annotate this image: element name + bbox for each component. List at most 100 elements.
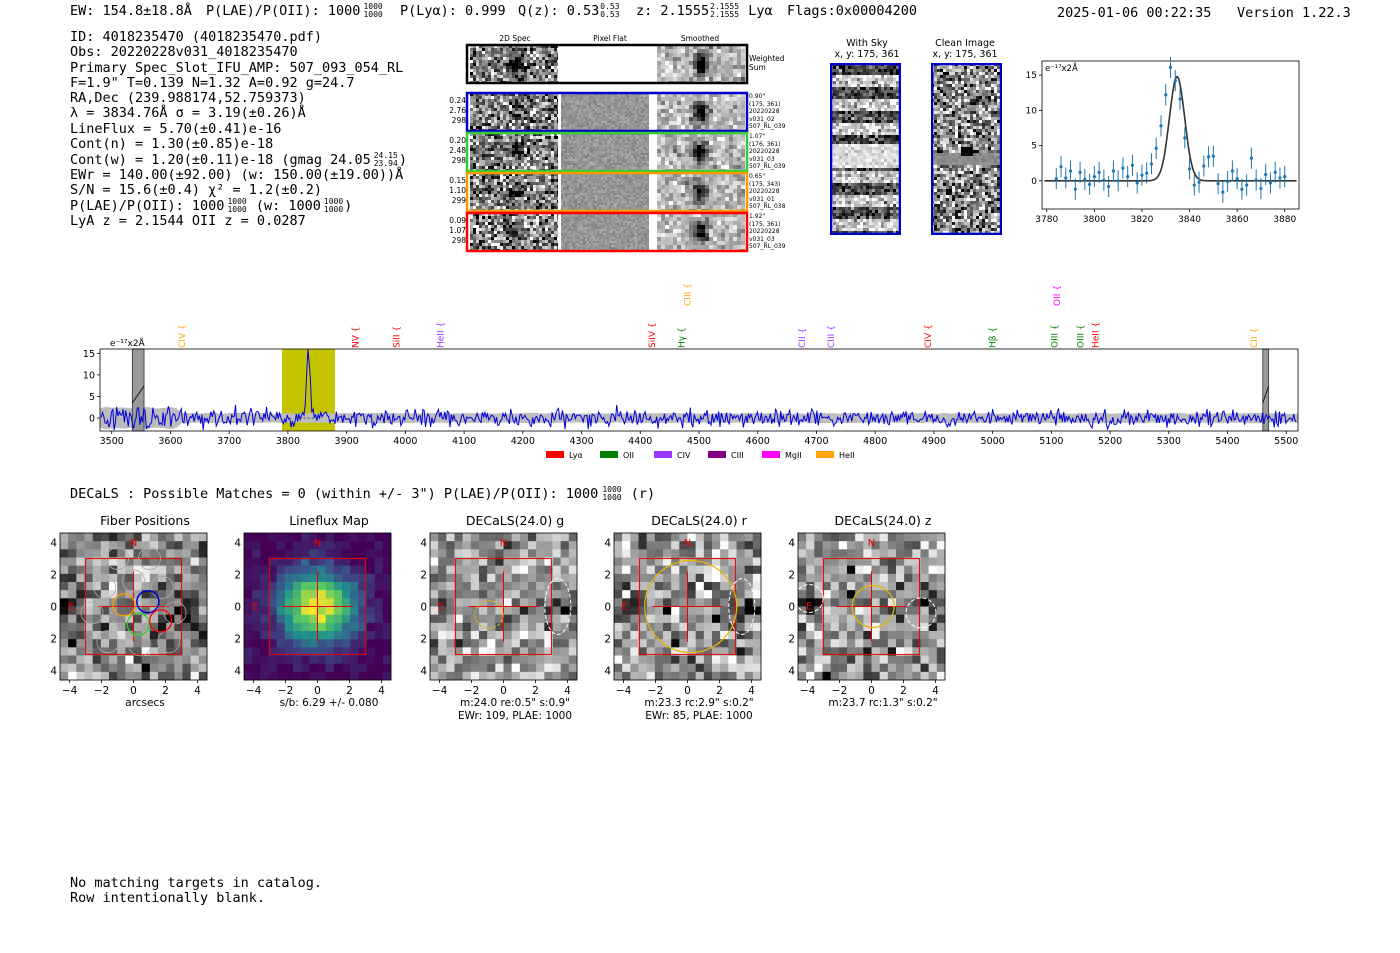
zoom-data-point bbox=[1092, 174, 1096, 179]
cutout-meta-line: v031_01 bbox=[749, 195, 775, 203]
zoom-data-point bbox=[1126, 174, 1130, 179]
zoom-xtick-label: 3860 bbox=[1226, 215, 1249, 225]
zoom-data-point bbox=[1078, 170, 1082, 174]
footer-notes: No matching targets in catalog. Row inten… bbox=[70, 876, 322, 906]
compass-north: N bbox=[500, 538, 507, 549]
cutout-meta-line: 1.92" bbox=[749, 213, 766, 220]
info-sn: S/N = 15.6(±0.4) χ² = 1.2(±0.2) bbox=[70, 181, 322, 198]
legend-swatch-2 bbox=[654, 451, 672, 458]
info-id: ID: 4018235470 (4018235470.pdf) bbox=[70, 29, 322, 45]
neighbor-ellipse bbox=[794, 584, 824, 614]
decals-xtick-label: −4 bbox=[432, 685, 448, 697]
wide-unit-label: e⁻¹⁷x2Å bbox=[110, 337, 146, 349]
wide-xtick-label: 4900 bbox=[922, 436, 946, 447]
cutout-2dspec-0 bbox=[470, 93, 558, 131]
decals-panel-3: N E −4 −2 0 2 4 −4 −2 0 2 4 bbox=[604, 532, 762, 697]
zoom-data-point bbox=[1249, 156, 1254, 160]
line-marker-label: CII { bbox=[1250, 328, 1260, 348]
cutout-meta-2: 0.65" (175, 343) 20220228 v031_01 507_RL_038 bbox=[749, 173, 785, 211]
zoom-data-point bbox=[1187, 167, 1192, 171]
zoom-xtick-label: 3780 bbox=[1035, 215, 1058, 225]
decals-xtick-label: 4 bbox=[932, 685, 939, 697]
zoom-data-point bbox=[1168, 65, 1173, 69]
legend-label-5: HeII bbox=[839, 451, 855, 460]
zoom-data-point bbox=[1206, 155, 1211, 159]
decals-ytick-label: −4 bbox=[50, 665, 57, 677]
detection-info: ID: 4018235470 (4018235470.pdf) Obs: 202… bbox=[70, 29, 407, 229]
cutout-stat: 0.24 bbox=[449, 96, 466, 105]
cutout-meta-line: (175, 343) bbox=[749, 180, 781, 188]
footer-line-2: Row intentionally blank. bbox=[70, 890, 266, 906]
decals-ytick-label: 2 bbox=[420, 570, 427, 582]
line-marker-label: OIII { bbox=[1077, 324, 1087, 348]
wide-xtick-label: 4300 bbox=[569, 436, 593, 447]
decals-xtick-label: 4 bbox=[194, 685, 201, 697]
decals-xtick-label: 2 bbox=[716, 685, 723, 697]
decals-xtick-label: 4 bbox=[378, 685, 385, 697]
cutout-stat: 1.10 bbox=[449, 186, 466, 195]
zoom-data-point bbox=[1054, 177, 1058, 181]
cutout-stat: 298 bbox=[451, 236, 466, 245]
pixelflat-tone-0 bbox=[561, 93, 649, 131]
decals-xtick-label: 0 bbox=[500, 685, 507, 697]
decals-ytick-label: 4 bbox=[420, 538, 427, 550]
decals-ytick-label: 2 bbox=[604, 570, 611, 582]
cutout-stat: 298 bbox=[451, 156, 466, 165]
fiber-circle bbox=[122, 569, 145, 593]
decals-ytick-label: 4 bbox=[788, 538, 795, 550]
header-z: z: 2.1555 2.1555 2.1555 Lyα bbox=[636, 2, 773, 20]
with-sky-title: With Sky bbox=[846, 38, 888, 49]
cutout-2dspec-3 bbox=[470, 213, 558, 251]
zoom-data-point bbox=[1145, 171, 1149, 175]
decals-ytick-label: −2 bbox=[788, 633, 795, 645]
decals-caption-line-1: m:24.0 re:0.5" s:0.9" bbox=[460, 697, 570, 709]
info-ewr: EWr = 140.00(±92.00) (w: 150.00(±19.00))… bbox=[70, 166, 404, 183]
decals-caption-line-1: m:23.7 rc:1.3" s:0.2" bbox=[828, 697, 938, 709]
decals-ytick-label: 0 bbox=[50, 602, 57, 614]
zoom-data-point bbox=[1254, 178, 1258, 182]
zoom-data-point bbox=[1202, 164, 1206, 168]
decals-caption-line-1: m:23.3 rc:2.9" s:0.2" bbox=[644, 697, 754, 709]
cutout-row-frame-0 bbox=[465, 91, 749, 133]
header-qz: Q(z): 0.53 0.53 0.53 bbox=[518, 2, 620, 20]
line-marker-label: CIV { bbox=[924, 324, 934, 348]
decals-panel-title-3: DECaLS(24.0) r bbox=[651, 513, 747, 528]
decals-ytick-label: −2 bbox=[604, 633, 611, 645]
aperture-box bbox=[455, 558, 552, 655]
zoom-data-point bbox=[1087, 182, 1092, 186]
cutout-meta-line: v031_02 bbox=[749, 115, 775, 123]
decals-ytick-label: 4 bbox=[234, 538, 241, 550]
decals-xtick-label: 0 bbox=[130, 685, 137, 697]
line-marker-label: SiII { bbox=[393, 326, 403, 348]
wide-xtick-label: 5100 bbox=[1039, 436, 1063, 447]
zoom-data-point bbox=[1240, 187, 1244, 191]
decals-xtick-label: 0 bbox=[868, 685, 875, 697]
decals-panel-0: N E −4 −2 0 2 4 −4 −2 0 2 4 bbox=[50, 532, 208, 697]
decals-ytick-label: −4 bbox=[604, 665, 611, 677]
zoom-ytick-label: 15 bbox=[1026, 71, 1037, 81]
decals-caption-line-2: EWr: 85, PLAE: 1000 bbox=[645, 710, 753, 722]
line-zoom-chart: 3780 3800 3820 3840 3860 3880 0 5 10 15 e⁻¹⁷x2Å bbox=[1026, 56, 1300, 225]
cutout-2dspec-1 bbox=[470, 133, 558, 171]
fiber-circle bbox=[96, 630, 120, 654]
line-marker-label: OII { bbox=[1053, 285, 1063, 306]
cutout-meta-line: v031_03 bbox=[749, 155, 775, 163]
cutout-meta-line: 507_RL_038 bbox=[749, 203, 786, 211]
zoom-data-point bbox=[1245, 183, 1249, 187]
match-ellipse bbox=[644, 559, 738, 654]
legend-swatch-3 bbox=[708, 451, 726, 458]
zoom-data-point bbox=[1230, 169, 1234, 173]
clean-image-title: Clean Image bbox=[935, 38, 995, 49]
fiber-red bbox=[149, 609, 173, 633]
fiber-blue bbox=[136, 589, 160, 614]
col-label-smoothed: Smoothed bbox=[680, 34, 720, 43]
cutout-stat: 1.07 bbox=[449, 226, 466, 235]
cutout-meta-line: 507_RL_039 bbox=[749, 123, 786, 131]
cutout-stat: 2.48 bbox=[449, 146, 466, 155]
legend-swatch-5 bbox=[816, 451, 834, 458]
zoom-data-point bbox=[1111, 169, 1115, 173]
cutout-meta-line: 507_RL_039 bbox=[749, 163, 786, 171]
cutout-row-frame-3 bbox=[465, 211, 749, 253]
cutout-stat: 298 bbox=[451, 116, 466, 125]
aperture-box bbox=[639, 558, 736, 655]
